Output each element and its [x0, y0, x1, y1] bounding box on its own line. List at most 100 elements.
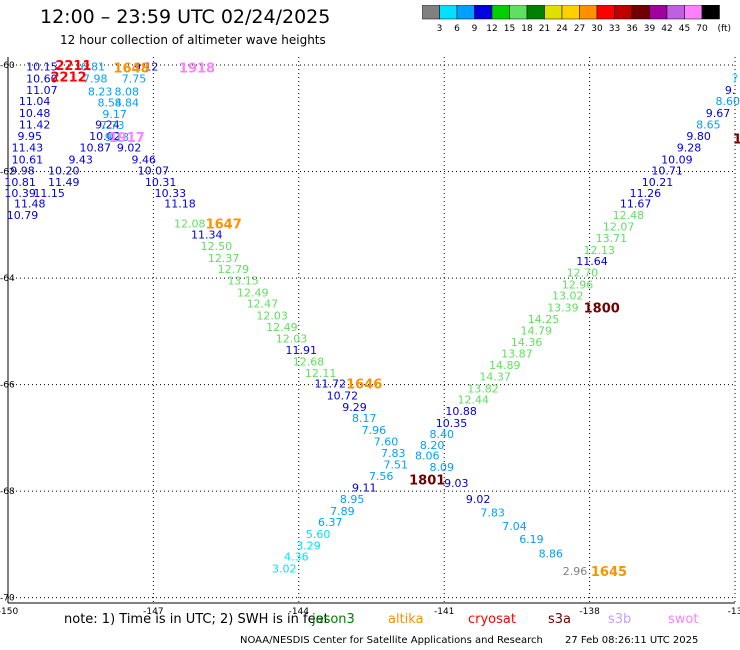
wave-height-point: 4.36 — [284, 551, 309, 564]
wave-height-point: 12.08 — [174, 218, 206, 231]
colorbar-tick-label: 70 — [696, 24, 708, 34]
wave-height-point: 14.37 — [479, 371, 511, 384]
footnote: note: 1) Time is in UTC; 2) SWH is in fe… — [64, 612, 329, 627]
wave-height-point: 9.24 — [95, 119, 120, 132]
page-title: 12:00 – 23:59 UTC 02/24/2025 — [40, 6, 331, 28]
wave-height-point: 10.20 — [48, 164, 80, 177]
colorbar-tick-label: 18 — [521, 24, 533, 34]
pass-time-label: 2212 — [50, 71, 86, 86]
mission-label-cryosat: cryosat — [468, 612, 516, 627]
pass-time-label: 1918 — [179, 62, 215, 77]
wave-height-point: 9.43 — [68, 153, 93, 166]
page-subtitle: 12 hour collection of altimeter wave hei… — [60, 33, 326, 47]
wave-height-point: 11.42 — [19, 119, 51, 132]
colorbar-swatch — [701, 5, 720, 20]
colorbar-tick-label: 36 — [626, 24, 638, 34]
wave-height-point: 12.37 — [208, 252, 240, 265]
wave-height-point: 10.60 — [26, 72, 58, 85]
wave-height-point: 8.17 — [352, 412, 377, 425]
wave-height-point: 11.67 — [620, 197, 652, 210]
wave-height-point: 8.65 — [696, 119, 721, 132]
wave-height-point: 11.15 — [33, 187, 65, 200]
colorbar-tick-label: 21 — [539, 24, 550, 34]
wave-height-point: 2.96 — [563, 565, 588, 578]
wave-height-point: 11.91 — [285, 344, 317, 357]
colorbar-tick-label: 27 — [574, 24, 585, 34]
wave-height-point: 8.95 — [340, 493, 365, 506]
wave-height-point: 7.04 — [502, 520, 527, 533]
wave-height-point: 11.49 — [48, 176, 80, 189]
wave-height-point: 13.87 — [501, 348, 533, 361]
wave-height-point: 13.71 — [596, 232, 628, 245]
wave-height-point: 9.02 — [117, 142, 142, 155]
wave-height-point: 3.02 — [272, 562, 297, 575]
wave-height-point: 11.04 — [19, 95, 51, 108]
wave-height-point: 13.39 — [547, 301, 579, 314]
wave-height-point: 7.75 — [122, 72, 147, 85]
mission-label-altika: altika — [388, 612, 424, 627]
wave-height-point: 12.07 — [603, 220, 635, 233]
colorbar-tick-label: 15 — [504, 24, 515, 34]
wave-height-point: 10.87 — [79, 142, 111, 155]
wave-height-point: 11.43 — [12, 142, 44, 155]
wave-height-point: 12.68 — [293, 356, 325, 369]
color-scale-legend: 3 6 9 12 15 18 21 24 27 30 33 36 39 42 45 70 (ft) — [422, 5, 731, 34]
colorbar-tick-label: 33 — [609, 24, 620, 34]
wave-height-point: 11.64 — [576, 255, 608, 268]
wave-height-point: 8.84 — [114, 96, 139, 109]
wave-height-point: 10.35 — [436, 417, 468, 430]
wave-height-point: 11.72 — [315, 378, 347, 391]
wave-height-point: 11.34 — [191, 228, 223, 241]
wave-height-point: 10.72 — [327, 389, 359, 402]
colorbar-tick-label: 42 — [661, 24, 672, 34]
wave-height-point: 9.67 — [706, 107, 731, 120]
wave-height-point: 6.37 — [318, 516, 343, 529]
colorbar-tick-label: 30 — [591, 24, 603, 34]
wave-height-point: 7.83 — [480, 506, 505, 519]
mission-label-s3b: s3b — [608, 612, 632, 627]
mission-label-jason3: jason3 — [312, 612, 355, 627]
wave-height-point: 11.18 — [164, 197, 196, 210]
wave-height-point: 7.83 — [381, 447, 406, 460]
wave-height-point: 13.82 — [467, 382, 499, 395]
wave-height-point: 10.48 — [19, 107, 51, 120]
wave-height-point: 7.51 — [383, 459, 408, 472]
pass-time-label: 1801 — [409, 473, 445, 488]
colorbar-tick-label: 45 — [679, 24, 690, 34]
wave-height-point: 9.13 — [105, 131, 130, 144]
pass-time-label: 1645 — [591, 565, 627, 580]
colorbar-tick-label: 6 — [454, 24, 460, 34]
wave-height-point: 11.48 — [14, 197, 46, 210]
wave-height-point: 3.29 — [296, 539, 321, 552]
wave-height-point: 8.08 — [114, 86, 139, 99]
wave-height-point: 12.50 — [201, 240, 233, 253]
wave-height-point: 10.09 — [661, 153, 693, 166]
longitude-tick-label: -13 — [728, 607, 740, 617]
wave-height-point: 10.21 — [642, 176, 674, 189]
wave-height-point: 8.06 — [415, 449, 440, 462]
wave-height-point: 12.49 — [237, 286, 269, 299]
wave-height-point: 6.81 — [81, 61, 106, 74]
wave-height-point: 14.79 — [521, 324, 553, 337]
wave-height-point: 9.02 — [466, 493, 491, 506]
wave-height-point: 7.89 — [330, 505, 355, 518]
longitude-tick-label: -141 — [434, 607, 454, 617]
latitude-tick-label: -68 — [0, 487, 15, 497]
latitude-tick-label: -66 — [0, 381, 15, 391]
wave-height-point: 10.79 — [7, 209, 39, 222]
latitude-tick-label: -64 — [0, 274, 15, 284]
wave-height-point: 12.79 — [218, 263, 250, 276]
pass-time-label: 1800 — [584, 301, 620, 316]
colorbar-tick-label: 39 — [644, 24, 656, 34]
longitude-tick-label: -138 — [579, 607, 600, 617]
longitude-tick-label: -147 — [143, 607, 163, 617]
wave-height-point: 10.02 — [89, 130, 121, 143]
wave-height-point: 9.12 — [134, 61, 159, 74]
wave-height-point: 9.29 — [342, 401, 367, 414]
wave-height-point: 13.02 — [552, 290, 584, 303]
wave-height-point: 12.70 — [567, 267, 599, 280]
wave-height-point: 9.11 — [352, 481, 377, 494]
wave-height-point: 9. — [725, 84, 736, 97]
pass-time-label: 1648 — [113, 62, 149, 77]
wave-height-point: 8.20 — [420, 439, 445, 452]
